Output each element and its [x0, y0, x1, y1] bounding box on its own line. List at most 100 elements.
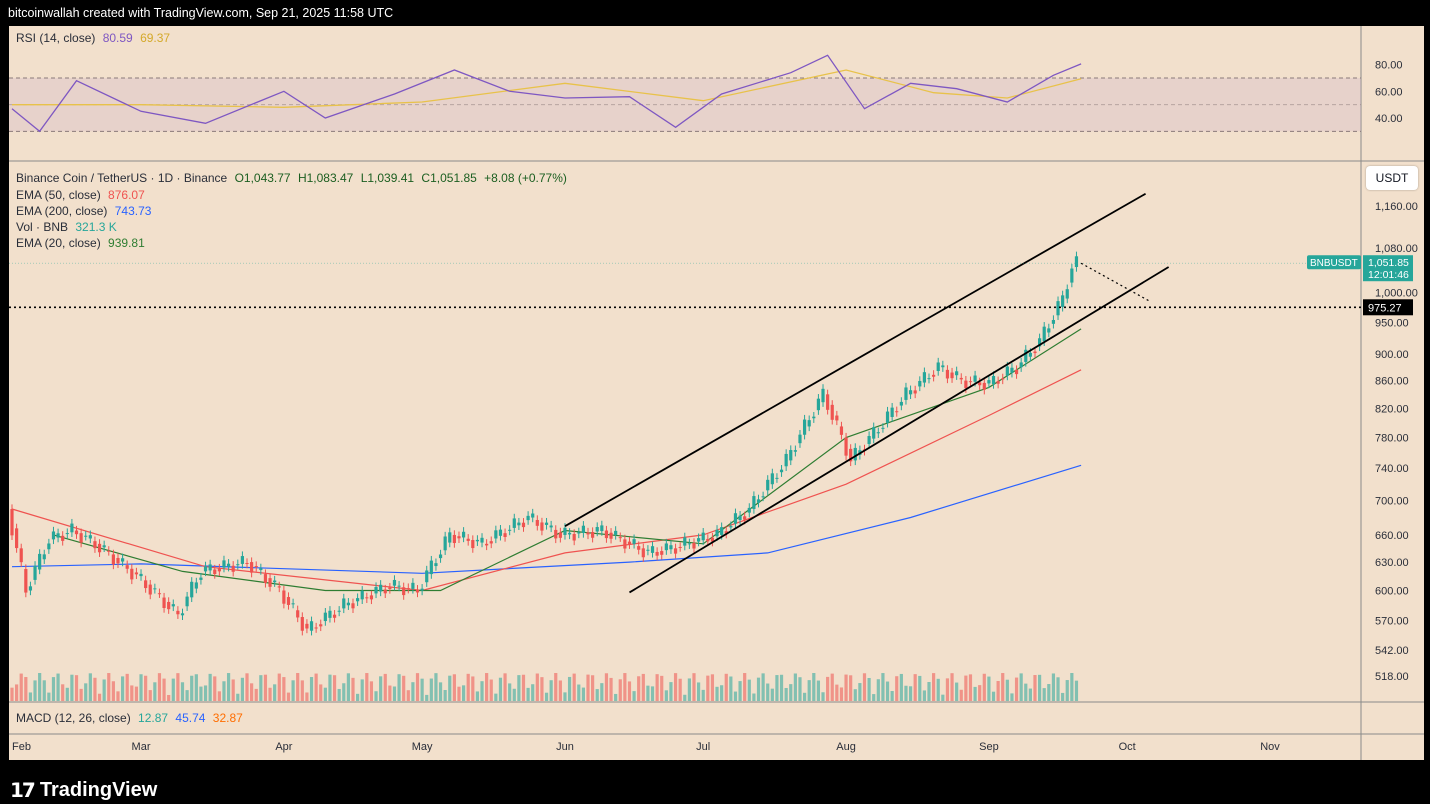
volume-bar — [236, 693, 240, 701]
candle-body — [162, 597, 166, 608]
volume-bar — [411, 682, 415, 701]
candle-body — [673, 548, 678, 554]
symbol-legend: Binance Coin / TetherUS · 1D · Binance O… — [16, 171, 571, 185]
symbol-tag-label: BNBUSDT — [1310, 258, 1358, 269]
candle-body — [332, 614, 337, 618]
candle-body — [600, 525, 604, 532]
volume-bar — [332, 675, 337, 701]
candle-body — [766, 479, 770, 491]
volume-bar — [107, 673, 111, 701]
x-axis-label: Jun — [556, 741, 574, 753]
volume-bar — [531, 684, 535, 701]
candle-body — [1042, 326, 1046, 342]
candle-body — [512, 518, 516, 528]
candle-body — [167, 601, 171, 610]
volume-bar — [595, 689, 599, 701]
volume-bar — [300, 680, 304, 701]
ohlc-change: +8.08 (+0.77%) — [484, 171, 567, 185]
candle-body — [93, 541, 97, 549]
macd-label: MACD (12, 26, close) — [16, 711, 131, 725]
candle-body — [678, 546, 682, 548]
candle-body — [964, 380, 968, 389]
volume-bar — [494, 693, 498, 701]
last-price-tag — [1363, 255, 1413, 282]
x-axis-label: Nov — [1260, 741, 1280, 753]
ema200-line — [11, 464, 1082, 574]
volume-bar — [438, 682, 443, 701]
candle-body — [466, 538, 470, 541]
volume-bar — [79, 688, 83, 701]
candle-body — [1028, 352, 1032, 357]
candle-body — [74, 530, 79, 535]
volume-bar — [669, 682, 673, 701]
currency-button[interactable]: USDT — [1366, 166, 1418, 190]
volume-bar — [807, 680, 811, 701]
volume-bar — [798, 677, 802, 701]
volume-bar — [641, 673, 645, 701]
candle-body — [978, 382, 982, 386]
candle-body — [461, 531, 466, 538]
x-axis-label: Apr — [275, 741, 292, 753]
candle-body — [33, 565, 37, 580]
candle-body — [775, 477, 779, 479]
candle-body — [743, 516, 747, 520]
candle-body — [802, 419, 807, 435]
candle-body — [987, 380, 991, 384]
volume-bar — [789, 684, 793, 701]
volume-bar — [770, 688, 774, 701]
candle-body — [881, 427, 885, 429]
volume-bar — [1014, 677, 1019, 701]
volume-bar — [816, 680, 821, 701]
candle-body — [720, 527, 724, 535]
volume-bar — [203, 685, 208, 701]
volume-bar — [673, 673, 678, 701]
volume-bar — [434, 673, 438, 701]
candle-body — [323, 612, 327, 622]
volume-bar — [1033, 675, 1037, 701]
volume-bar — [167, 694, 171, 701]
candle-body — [872, 427, 876, 439]
ema20-legend: EMA (20, close) 939.81 — [16, 236, 149, 250]
rsi-label: RSI (14, close) — [16, 31, 96, 45]
candle-body — [480, 537, 484, 543]
candle-body — [554, 529, 558, 539]
candle-body — [443, 536, 447, 551]
candle-body — [936, 362, 940, 372]
price-tick-label: 1,160.00 — [1375, 201, 1418, 213]
candle-body — [1047, 328, 1051, 333]
candle-body — [305, 623, 309, 629]
volume-bar — [747, 679, 751, 701]
price-tick-label: 740.00 — [1375, 463, 1409, 475]
volume-bar — [632, 691, 636, 701]
price-tick-label: 1,000.00 — [1375, 288, 1418, 300]
volume-bar — [498, 677, 503, 701]
volume-bar — [402, 675, 406, 701]
chart-canvas[interactable]: 80.00 60.00 40.00 1,160.00 1,080.00 1,000.00 9… — [9, 26, 1424, 760]
volume-bar — [544, 692, 549, 701]
candle-body — [79, 533, 83, 543]
volume-bar — [996, 680, 1000, 701]
candle-body — [139, 573, 143, 577]
volume-bar — [19, 673, 23, 701]
candle-body — [581, 525, 585, 533]
candle-body — [830, 404, 834, 420]
macd-signal-value: 45.74 — [175, 711, 206, 725]
volume-bar — [508, 683, 512, 701]
x-axis-label: Aug — [836, 741, 856, 753]
volume-bar — [812, 673, 816, 701]
price-tick-label: 950.00 — [1375, 318, 1409, 330]
x-axis-label: Mar — [132, 741, 151, 753]
volume-bar — [374, 691, 378, 701]
volume-bar — [420, 678, 424, 701]
candle-body — [729, 526, 733, 528]
volume-bar — [600, 683, 604, 701]
volume-bar — [199, 686, 203, 701]
candle-body — [448, 532, 452, 543]
volume-bar — [517, 675, 521, 701]
volume-bar — [826, 676, 830, 701]
volume-bar — [936, 678, 940, 701]
rsi-tick-label: 60.00 — [1375, 86, 1403, 98]
volume-bar — [733, 691, 738, 701]
candle-body — [392, 579, 397, 586]
candle-body — [190, 581, 194, 598]
